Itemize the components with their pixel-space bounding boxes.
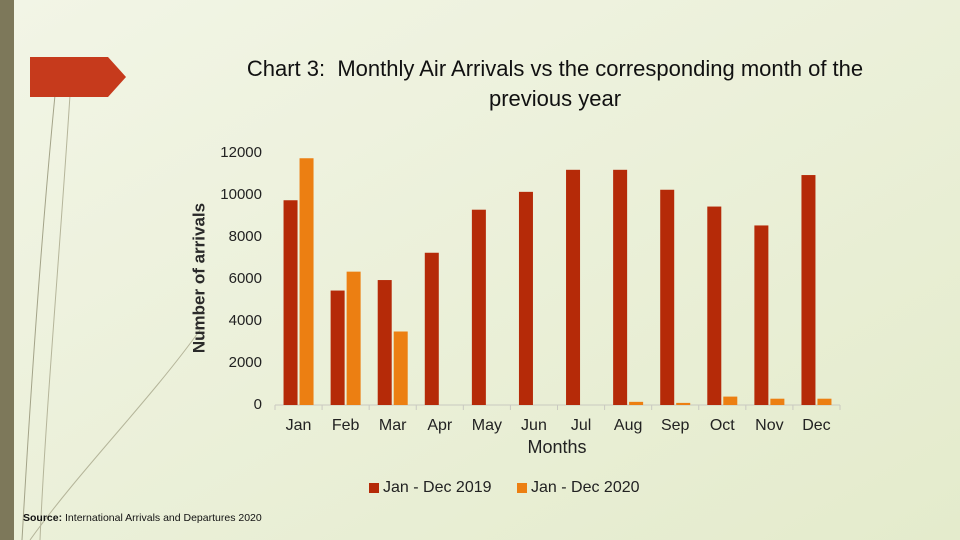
bar [676,402,691,405]
bar [346,271,361,405]
chart-title: Chart 3: Monthly Air Arrivals vs the cor… [246,56,870,111]
x-tick-label: Apr [427,417,453,434]
y-tick-label: 8000 [229,228,262,245]
y-axis-title: Number of arrivals [189,203,208,353]
bar [518,191,533,405]
bar [613,169,628,405]
x-tick-label: Nov [755,417,783,434]
bar [377,280,392,405]
bar [723,396,738,405]
decor-line [39,94,71,540]
x-tick-label: Dec [802,417,830,434]
bar [660,189,675,405]
decor-line [21,94,56,540]
side-bar [0,0,14,540]
decor-line [29,329,201,540]
bar [283,200,298,405]
legend-swatch [517,483,527,493]
bar [471,209,486,405]
bar [566,169,581,405]
x-tick-label: Sep [661,417,690,434]
x-tick-label: Aug [614,417,642,434]
bar [801,175,816,405]
arrow-decor [30,57,126,97]
y-tick-label: 4000 [229,312,262,329]
source-label: Source: [23,512,63,524]
x-tick-label: Jun [521,417,547,434]
legend-swatch [369,483,379,493]
bar [299,158,314,405]
y-tick-label: 2000 [229,354,262,371]
source-text: International Arrivals and Departures 20… [65,512,262,524]
legend-label: Jan - Dec 2019 [383,479,492,496]
legend-label: Jan - Dec 2020 [531,479,640,496]
x-tick-label: Feb [332,417,360,434]
bar [754,225,769,405]
y-tick-label: 0 [254,396,262,413]
x-tick-label: Jan [286,417,312,434]
y-tick-label: 10000 [220,186,262,203]
x-tick-label: Jul [571,417,591,434]
source-note: Source: International Arrivals and Depar… [23,512,262,524]
x-tick-label: May [472,417,502,434]
bar [393,331,408,405]
x-tick-label: Oct [710,417,735,434]
y-tick-label: 12000 [220,144,262,161]
bar [817,398,832,405]
x-tick-label: Mar [379,417,407,434]
y-tick-label: 6000 [229,270,262,287]
x-axis-title: Months [527,437,586,457]
bar [330,290,345,405]
bar [770,398,785,405]
bar [629,401,644,405]
bar [707,206,722,405]
bar [424,252,439,405]
